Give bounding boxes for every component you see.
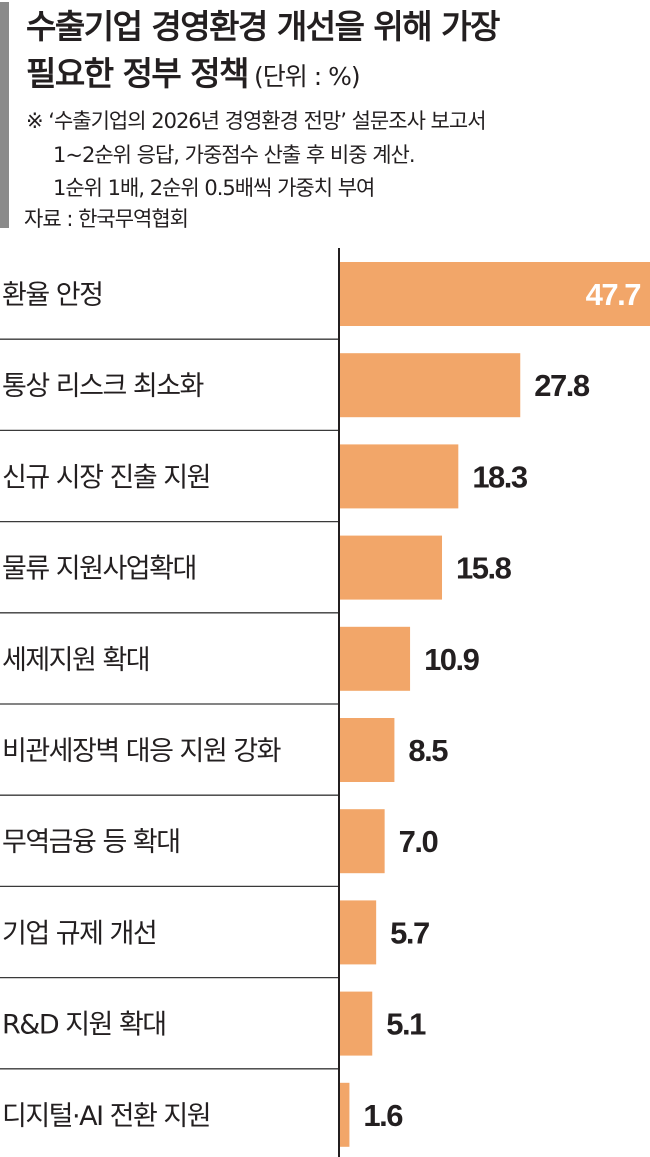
category-label: 기업 규제 개선	[2, 918, 156, 949]
bar	[339, 353, 521, 418]
bar	[339, 535, 443, 600]
category-label: 디지털·AI 전환 지원	[2, 1101, 210, 1132]
category-label: R&D 지원 확대	[2, 1010, 166, 1041]
chart-header: 수출기업 경영환경 개선을 위해 가장 필요한 정부 정책 (단위 : %) ※ …	[0, 0, 650, 232]
value-label: 15.8	[456, 551, 512, 586]
value-label: 5.1	[386, 1007, 426, 1042]
value-label: 7.0	[399, 824, 438, 859]
note-line-2: 1~2순위 응답, 가중점수 산출 후 비중 계산.	[53, 143, 416, 167]
bar	[339, 262, 650, 326]
header-accent-bar	[0, 2, 9, 228]
source-label: 자료 : 한국무역협회	[24, 207, 189, 231]
value-label: 10.9	[424, 642, 480, 677]
chart-title-line-2: 필요한 정부 정책 (단위 : %)	[26, 47, 361, 95]
chart-title-line-1: 수출기업 경영환경 개선을 위해 가장	[26, 7, 500, 46]
bar	[339, 900, 377, 965]
bar	[339, 991, 373, 1056]
value-label: 18.3	[472, 459, 528, 494]
value-label: 47.7	[586, 277, 641, 312]
value-label: 8.5	[408, 733, 448, 768]
value-label: 27.8	[534, 368, 590, 403]
category-label: 비관세장벽 대응 지원 강화	[2, 736, 281, 767]
value-label: 5.7	[390, 915, 429, 950]
category-label: 세제지원 확대	[2, 645, 149, 676]
category-label: 신규 시장 진출 지원	[2, 462, 210, 493]
bar	[339, 718, 395, 782]
chart-title-line-2-text: 필요한 정부 정책	[26, 54, 250, 93]
category-label: 통상 리스크 최소화	[2, 371, 204, 402]
bar	[339, 444, 459, 509]
category-label: 물류 지원사업확대	[2, 554, 196, 585]
note-line-1: ※ ‘수출기업의 2026년 경영환경 전망’ 설문조사 보고서	[26, 109, 487, 133]
bar	[339, 809, 385, 874]
note-line-3: 1순위 1배, 2순위 0.5배씩 가중치 부여	[53, 176, 375, 200]
bar	[339, 1082, 350, 1147]
category-label: 무역금융 등 확대	[2, 827, 180, 858]
unit-label: (단위 : %)	[254, 62, 361, 91]
category-label: 환율 안정	[2, 280, 102, 311]
value-label: 1.6	[363, 1098, 403, 1133]
bar	[339, 626, 411, 691]
